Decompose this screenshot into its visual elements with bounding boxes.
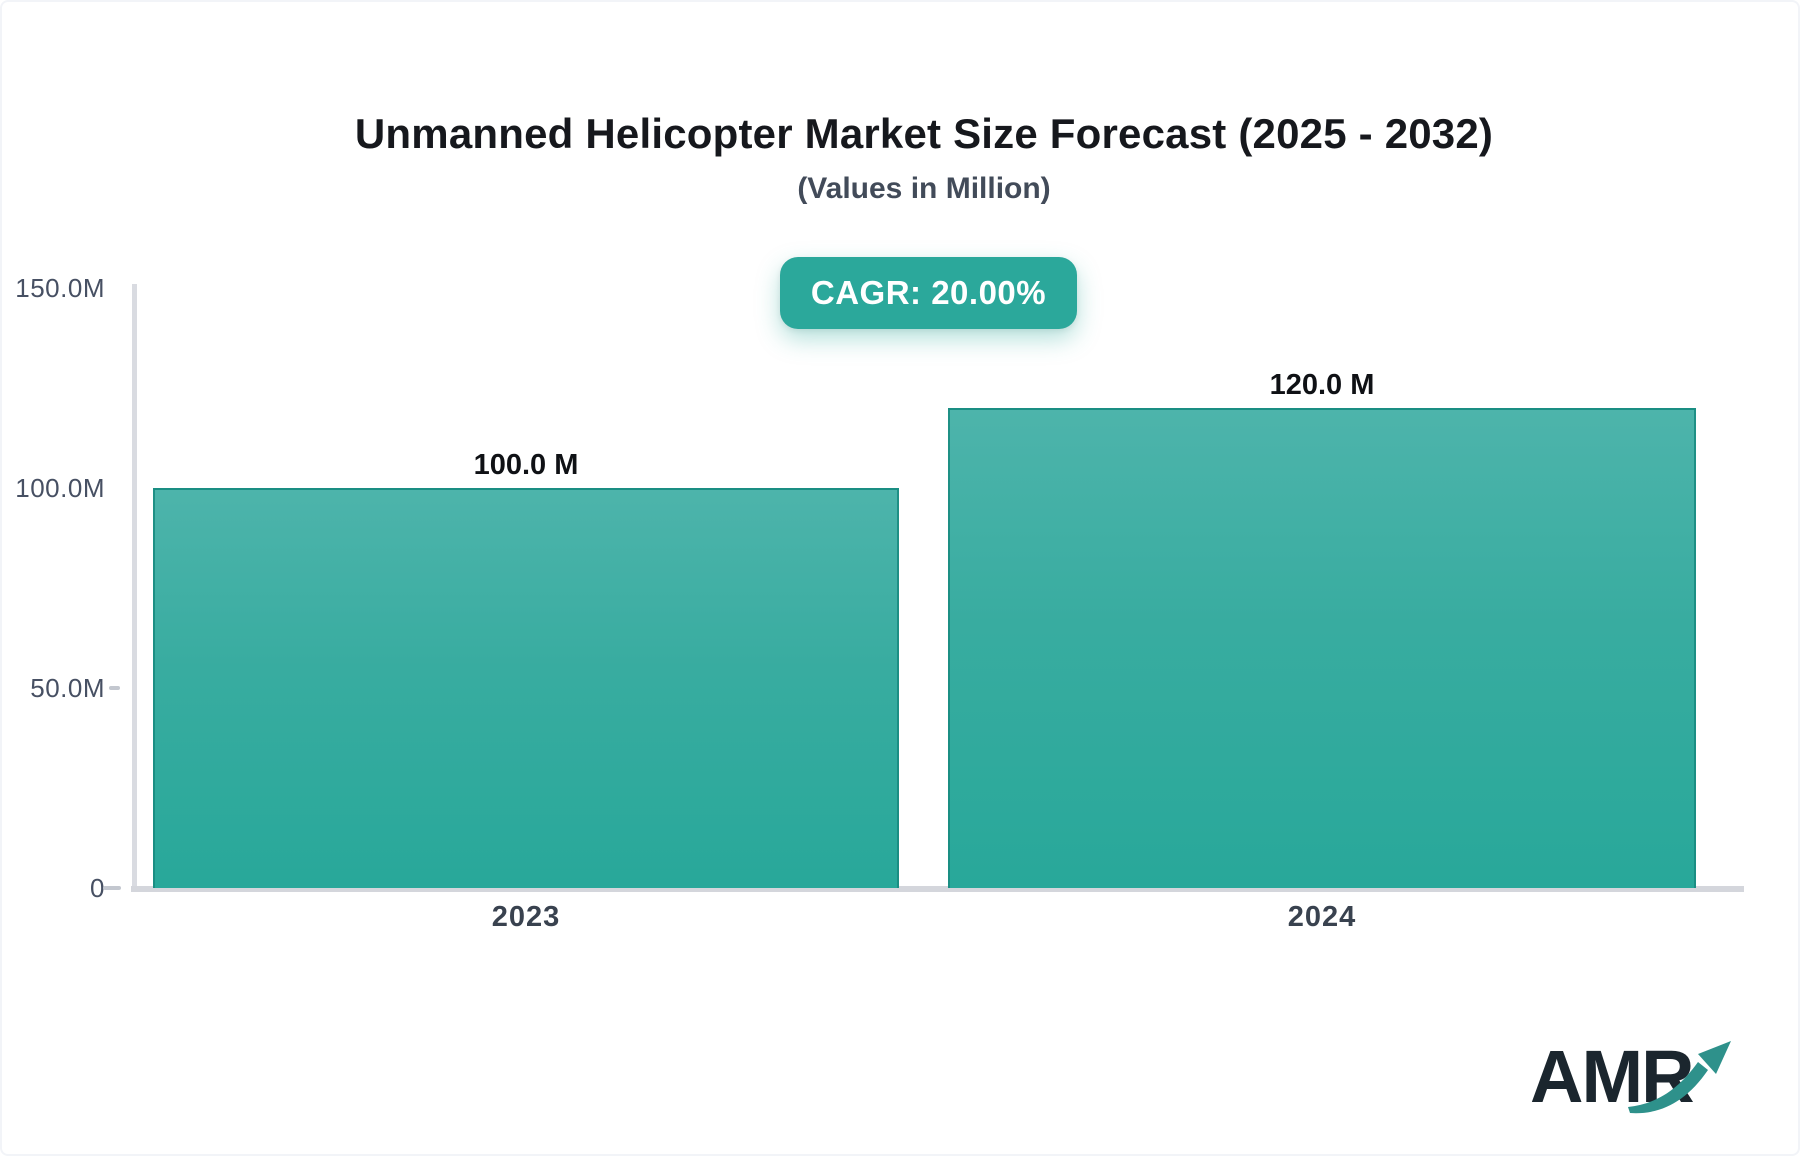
amr-logo-arrow-icon xyxy=(1628,1041,1731,1114)
cagr-badge-label: CAGR: 20.00% xyxy=(810,274,1047,311)
x-axis-label-2024: 2024 xyxy=(1287,901,1357,933)
bar-2024 xyxy=(948,408,1696,888)
y-axis-tick-mark xyxy=(103,886,121,890)
chart-title: Unmanned Helicopter Market Size Forecast… xyxy=(354,110,1494,157)
y-axis-tick-label: 100.0M xyxy=(15,473,105,503)
bar-value-label: 100.0 M xyxy=(473,449,579,481)
chart-subtitle: (Values in Million) xyxy=(797,172,1051,205)
x-axis-label-2023: 2023 xyxy=(491,901,561,933)
y-axis-tick-label: 150.0M xyxy=(15,273,105,303)
y-axis-tick-label: 0 xyxy=(90,873,105,903)
x-axis-baseline xyxy=(131,886,1744,892)
cagr-badge: CAGR: 20.00% xyxy=(780,257,1077,329)
bar-value-label: 120.0 M xyxy=(1269,369,1375,401)
amr-logo: AMR xyxy=(1530,1035,1731,1118)
y-axis-line xyxy=(132,284,137,890)
y-axis-tick-label: 50.0M xyxy=(30,673,105,703)
y-axis-tick-mark xyxy=(109,686,120,690)
bar-2023 xyxy=(153,488,899,888)
